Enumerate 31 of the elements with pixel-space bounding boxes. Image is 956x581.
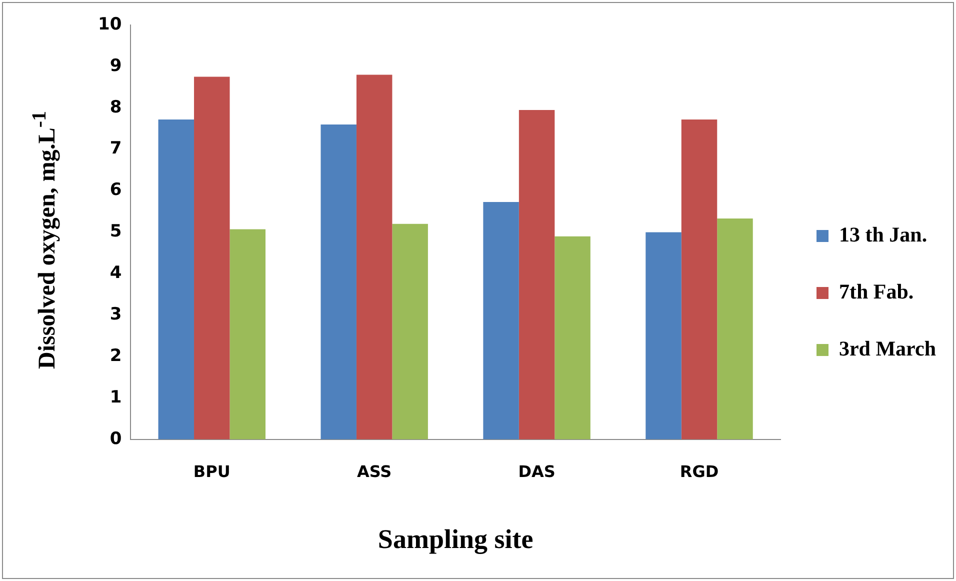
bar: [483, 202, 519, 440]
y-tick-label: 8: [110, 97, 122, 118]
bar: [646, 232, 682, 440]
legend-label: 13 th Jan.: [838, 222, 928, 246]
bar: [230, 229, 266, 440]
y-tick-label: 3: [110, 304, 122, 324]
bar: [554, 236, 590, 440]
legend-label: 7th Fab.: [838, 279, 914, 304]
y-tick-label: 1: [110, 387, 122, 408]
y-tick-label: 4: [110, 263, 122, 284]
legend-label: 3rd March: [838, 336, 936, 360]
bar: [194, 76, 230, 440]
y-tick-label: 9: [110, 56, 122, 76]
bar: [158, 119, 194, 440]
bar: [681, 119, 718, 440]
x-tick-label: RGD: [680, 462, 719, 482]
y-tick-label: 10: [98, 14, 122, 34]
bar: [356, 74, 392, 440]
y-tick-label: 2: [110, 346, 122, 366]
bar: [320, 124, 356, 440]
x-tick-label: BPU: [193, 462, 230, 482]
y-tick-label: 5: [110, 222, 122, 242]
bar: [392, 224, 428, 440]
bar: [518, 110, 555, 440]
x-axis-title: Sampling site: [378, 524, 534, 554]
y-tick-label: 7: [110, 138, 122, 159]
x-tick-label: ASS: [356, 462, 392, 482]
y-tick-label: 0: [110, 428, 122, 449]
y-tick-label: 6: [110, 180, 122, 200]
bar: [717, 218, 753, 440]
x-tick-label: DAS: [518, 462, 556, 482]
